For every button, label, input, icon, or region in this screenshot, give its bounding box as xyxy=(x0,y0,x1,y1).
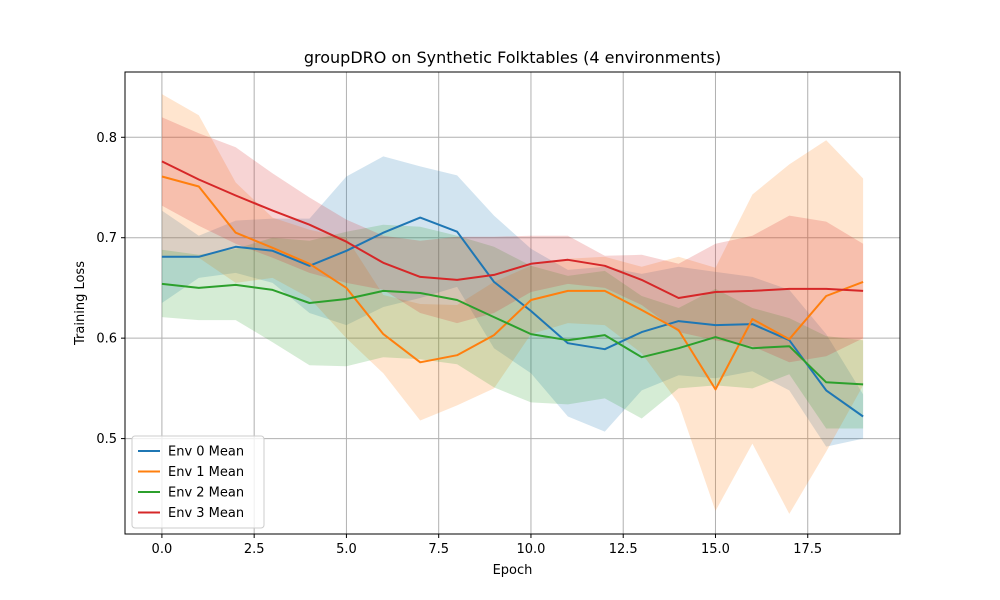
x-axis-label: Epoch xyxy=(493,563,533,578)
series-lines xyxy=(161,160,864,418)
x-tick-label: 2.5 xyxy=(244,542,265,557)
y-tick-label: 0.7 xyxy=(96,231,117,246)
axis-ticks: 0.0 2.5 5.0 7.5 10.0 12.5 15.0 17.5 0.5 0.6 0.7 0.8 xyxy=(96,131,822,557)
x-tick-label: 7.5 xyxy=(428,542,449,557)
series-1-line xyxy=(161,175,864,391)
series-1-band xyxy=(161,94,864,514)
y-axis-label: Training Loss xyxy=(73,261,88,346)
series-0-line xyxy=(161,216,864,418)
y-tick-label: 0.8 xyxy=(96,131,117,146)
y-tick-label: 0.6 xyxy=(96,332,117,347)
x-tick-label: 5.0 xyxy=(336,542,357,557)
x-tick-label: 0.0 xyxy=(152,542,173,557)
legend-label: Env 3 Mean xyxy=(168,506,244,521)
y-tick-label: 0.5 xyxy=(96,432,117,447)
x-tick-label: 12.5 xyxy=(609,542,638,557)
chart-title: groupDRO on Synthetic Folktables (4 envi… xyxy=(304,48,721,67)
legend-label: Env 1 Mean xyxy=(168,465,244,480)
legend: Env 0 Mean Env 1 Mean Env 2 Mean Env 3 Mean xyxy=(131,435,265,529)
series-0-band xyxy=(161,156,864,447)
series-3-line xyxy=(161,160,864,299)
series-3-band xyxy=(161,117,864,363)
x-tick-label: 10.0 xyxy=(516,542,545,557)
series-2-line xyxy=(161,282,864,386)
legend-label: Env 0 Mean xyxy=(168,445,244,460)
x-tick-label: 17.5 xyxy=(793,542,822,557)
plot-frame xyxy=(124,71,901,535)
legend-label: Env 2 Mean xyxy=(168,486,244,501)
x-tick-label: 15.0 xyxy=(701,542,730,557)
legend-box xyxy=(131,435,265,529)
